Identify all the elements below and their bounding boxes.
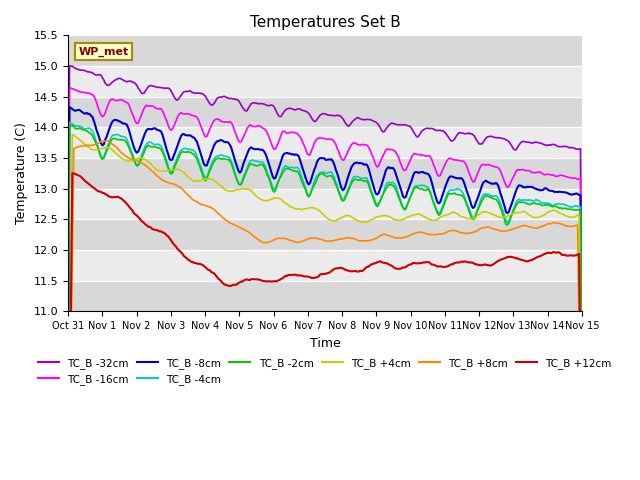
Line: TC_B +8cm: TC_B +8cm [68,141,582,480]
Bar [68,66,582,96]
TC_B +8cm [236,225,244,230]
Bar [68,250,582,281]
TC_B +4cm [291,205,298,211]
Line: TC_B -8cm: TC_B -8cm [68,107,582,459]
TC_B -4cm [219,153,227,158]
TC_B -32cm [236,100,244,106]
TC_B +8cm [551,220,559,226]
TC_B -16cm [578,445,586,451]
Title: Temperatures Set B: Temperatures Set B [250,15,401,30]
TC_B -32cm [64,370,72,375]
TC_B -2cm [219,156,227,162]
TC_B +4cm [68,132,76,137]
Line: TC_B -16cm: TC_B -16cm [68,87,582,448]
TC_B -16cm [66,84,74,90]
Line: TC_B -2cm: TC_B -2cm [68,125,582,469]
TC_B -4cm [66,120,74,125]
TC_B -32cm [129,80,136,85]
TC_B -4cm [551,202,559,208]
TC_B +12cm [244,277,252,283]
TC_B -8cm [244,148,252,154]
TC_B -8cm [129,140,136,145]
TC_B +4cm [219,184,227,190]
TC_B -4cm [129,151,136,157]
TC_B -32cm [578,425,586,431]
Bar [68,219,582,250]
TC_B +12cm [219,280,227,286]
TC_B -8cm [66,104,74,110]
TC_B -16cm [244,124,252,130]
TC_B +12cm [68,170,76,176]
Bar [68,36,582,66]
TC_B -16cm [64,384,72,390]
TC_B -8cm [236,170,244,176]
Line: TC_B +4cm: TC_B +4cm [68,134,582,480]
TC_B -32cm [244,105,252,111]
TC_B -2cm [291,168,298,174]
Line: TC_B +12cm: TC_B +12cm [68,173,582,480]
Bar [68,281,582,312]
TC_B -2cm [129,153,136,159]
TC_B +8cm [103,138,111,144]
Bar [68,96,582,127]
TC_B -32cm [551,142,559,147]
TC_B -8cm [291,152,298,158]
TC_B +4cm [578,468,586,474]
Bar [68,127,582,158]
TC_B +4cm [244,186,252,192]
Line: TC_B -4cm: TC_B -4cm [68,122,582,466]
TC_B -32cm [219,94,227,100]
TC_B +4cm [129,158,136,164]
TC_B -16cm [129,111,136,117]
TC_B -16cm [236,139,244,145]
TC_B -2cm [244,164,252,170]
TC_B -32cm [291,107,298,113]
TC_B -8cm [219,138,227,144]
TC_B -2cm [236,182,244,188]
TC_B -16cm [291,130,298,135]
TC_B +4cm [551,207,559,213]
TC_B -4cm [291,165,298,171]
TC_B +12cm [551,250,559,255]
X-axis label: Time: Time [310,336,340,349]
TC_B +4cm [236,187,244,192]
TC_B -4cm [236,182,244,188]
TC_B +8cm [291,239,298,244]
TC_B -2cm [66,122,74,128]
TC_B -4cm [244,162,252,168]
TC_B -32cm [66,63,74,69]
TC_B -8cm [64,397,72,403]
TC_B -16cm [551,173,559,179]
Text: WP_met: WP_met [78,47,129,57]
TC_B -4cm [578,463,586,469]
TC_B +12cm [129,208,136,214]
Y-axis label: Temperature (C): Temperature (C) [15,122,28,224]
Line: TC_B -32cm: TC_B -32cm [68,66,582,428]
TC_B +8cm [244,229,252,235]
TC_B +12cm [236,279,244,285]
TC_B -4cm [64,407,72,413]
TC_B +8cm [129,156,136,162]
TC_B -8cm [578,456,586,462]
TC_B +8cm [219,215,227,220]
TC_B -2cm [551,203,559,209]
TC_B -8cm [551,189,559,195]
Bar [68,189,582,219]
TC_B +12cm [291,272,298,277]
Legend: TC_B -32cm, TC_B -16cm, TC_B -8cm, TC_B -4cm, TC_B -2cm, TC_B +4cm, TC_B +8cm, T: TC_B -32cm, TC_B -16cm, TC_B -8cm, TC_B … [34,354,616,389]
TC_B -16cm [219,119,227,124]
Bar [68,158,582,189]
TC_B -2cm [578,466,586,472]
TC_B -2cm [64,409,72,415]
